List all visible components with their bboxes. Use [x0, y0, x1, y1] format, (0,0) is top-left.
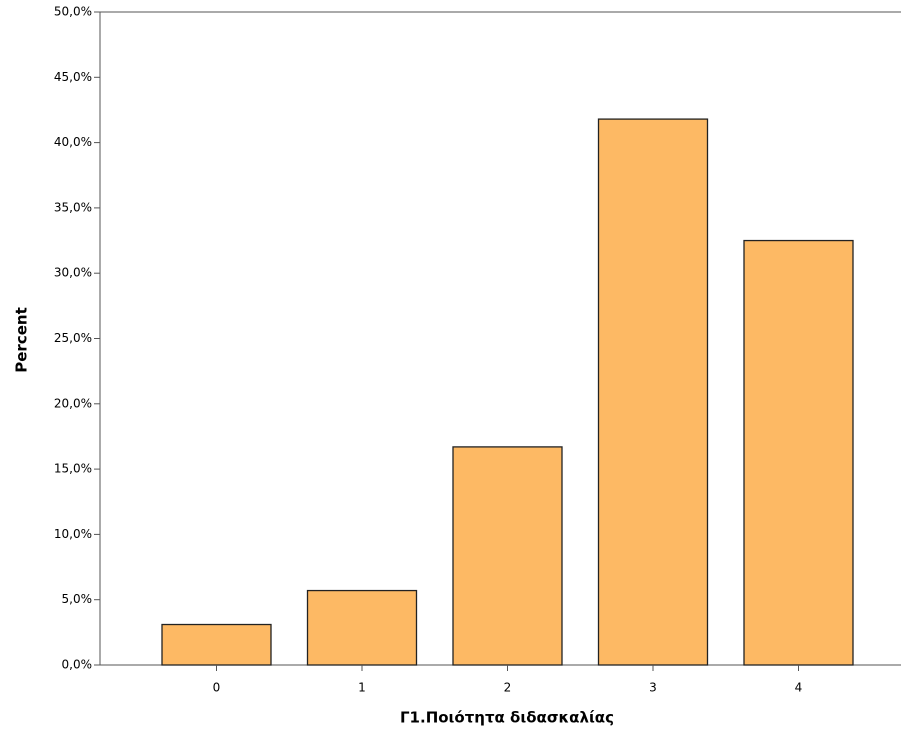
y-tick-label: 10,0% [54, 527, 92, 541]
y-tick-label: 40,0% [54, 135, 92, 149]
y-tick-label: 30,0% [54, 266, 92, 280]
y-tick-label: 50,0% [54, 5, 92, 19]
y-tick-label: 5,0% [62, 592, 93, 606]
bar [452, 446, 563, 666]
y-tick-label: 25,0% [54, 331, 92, 345]
y-tick-label: 35,0% [54, 200, 92, 214]
bar [161, 623, 272, 666]
x-tick-label: 2 [504, 681, 512, 695]
x-tick-label: 4 [795, 681, 803, 695]
bar [306, 589, 418, 666]
bar [743, 239, 854, 666]
x-tick-label: 0 [213, 681, 221, 695]
y-tick-label: 0,0% [62, 658, 93, 672]
x-axis-title: Γ1.Ποιότητα διδασκαλίας [400, 709, 614, 727]
x-tick-label: 1 [358, 681, 366, 695]
y-axis-title: Percent [13, 307, 31, 372]
y-tick-label: 45,0% [54, 70, 92, 84]
y-tick-label: 15,0% [54, 462, 92, 476]
y-tick-label: 20,0% [54, 396, 92, 410]
x-tick-label: 3 [649, 681, 657, 695]
bar [597, 118, 709, 666]
